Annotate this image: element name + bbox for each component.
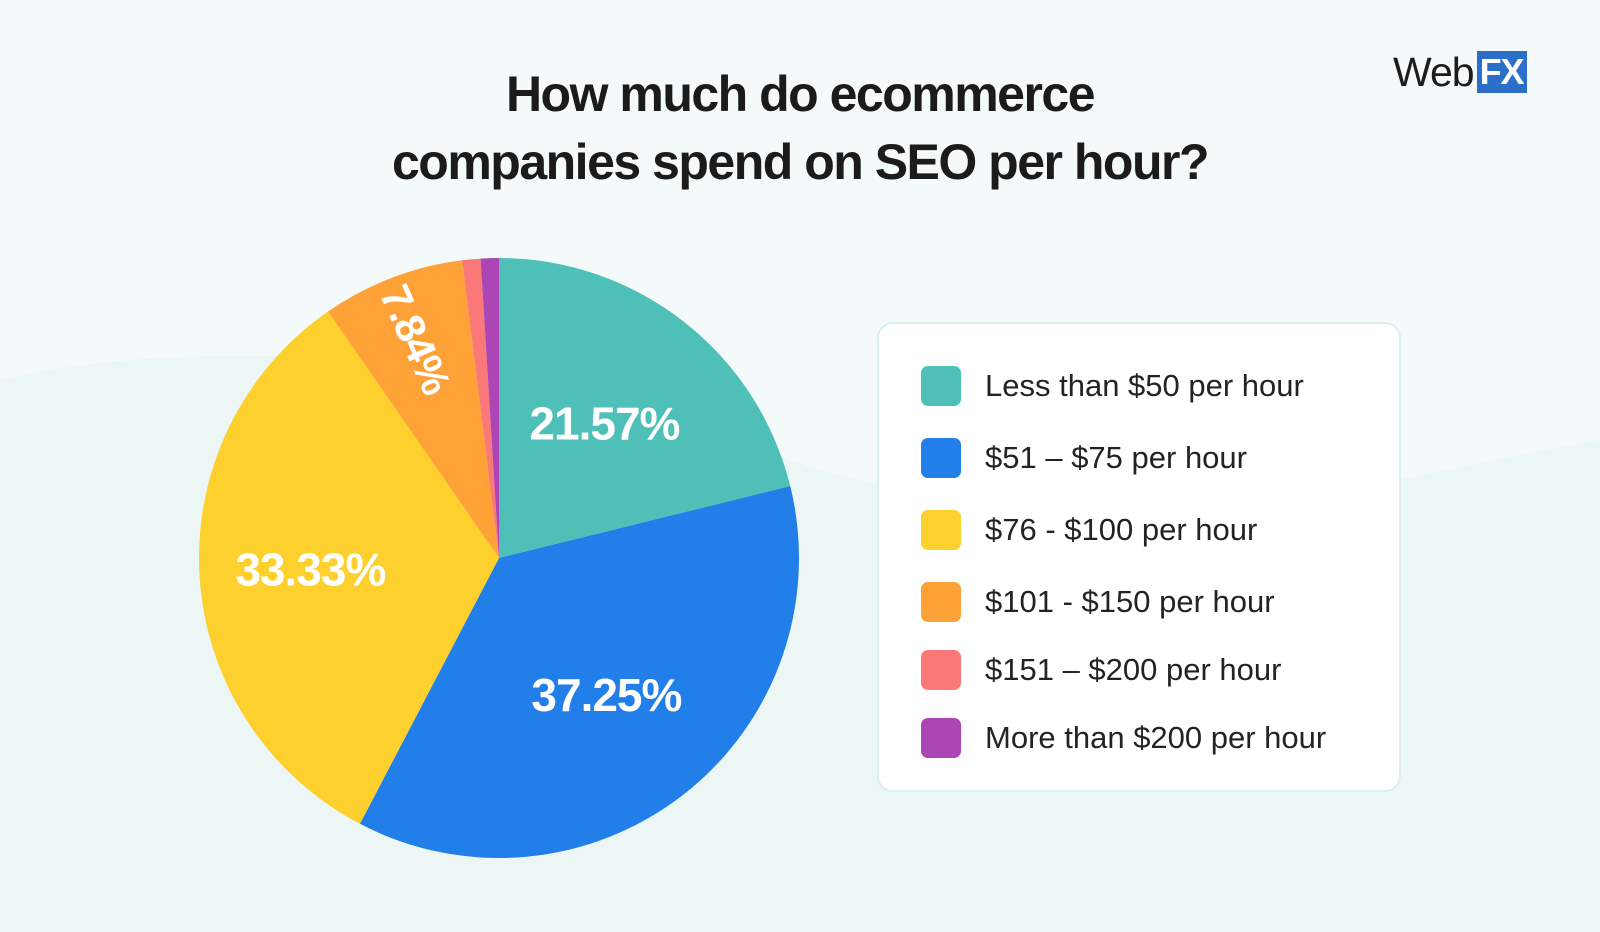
title-line-2: companies spend on SEO per hour?: [391, 134, 1210, 190]
logo-text: Web: [1393, 49, 1475, 95]
logo-highlight: FX: [1476, 51, 1527, 93]
slice-value-label: 37.25%: [531, 669, 681, 721]
legend-label: Less than $50 per hour: [985, 368, 1304, 403]
legend-label: $76 - $100 per hour: [985, 512, 1258, 547]
legend-swatch: [921, 650, 961, 690]
legend-swatch: [921, 582, 961, 622]
legend-item: Less than $50 per hour: [921, 366, 1304, 406]
chart-title: How much do ecommerce companies spend on…: [0, 60, 1600, 196]
legend-item: $101 - $150 per hour: [921, 582, 1275, 622]
slice-value-label: 21.57%: [529, 397, 679, 449]
pie-chart: 21.57%37.25%33.33%7.84%: [198, 258, 799, 859]
slice-value-label: 33.33%: [235, 544, 385, 596]
legend-item: More than $200 per hour: [921, 718, 1326, 758]
legend-swatch: [921, 718, 961, 758]
legend-swatch: [921, 510, 961, 550]
legend-label: $51 – $75 per hour: [985, 440, 1247, 475]
legend-label: More than $200 per hour: [985, 720, 1327, 755]
legend-item: $51 – $75 per hour: [921, 438, 1247, 478]
title-line-1: How much do ecommerce: [505, 66, 1096, 122]
slice-more-than-200: [480, 258, 499, 558]
slice-76-100: [198, 311, 499, 824]
slice-101-150: [328, 260, 499, 558]
pie-slices: [198, 258, 799, 859]
legend-swatch: [921, 438, 961, 478]
slice-51-75: [359, 486, 799, 859]
webfx-logo: Web FX: [1393, 50, 1527, 94]
legend-label: $101 - $150 per hour: [985, 584, 1275, 619]
legend-item: $151 – $200 per hour: [921, 650, 1281, 690]
legend-label: $151 – $200 per hour: [985, 652, 1282, 687]
legend-item: $76 - $100 per hour: [921, 510, 1257, 550]
slice-151-200: [462, 258, 499, 558]
legend-swatch: [921, 366, 961, 406]
legend: Less than $50 per hour $51 – $75 per hou…: [877, 322, 1401, 792]
slice-less-than-50: [499, 258, 791, 558]
